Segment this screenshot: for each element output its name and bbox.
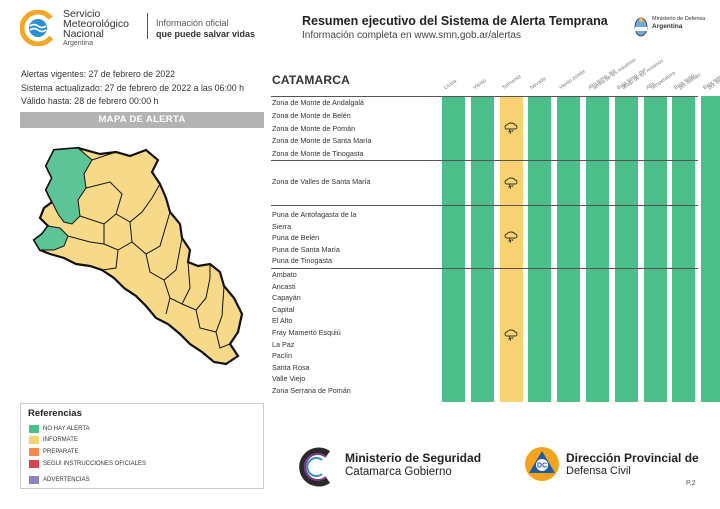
zone-label: El Alto (272, 316, 293, 326)
ministry-shield-icon (634, 17, 648, 37)
region-title: CATAMARCA (272, 73, 351, 87)
zone-label: La Paz (272, 339, 295, 349)
column-header-label: Lluvia (443, 78, 458, 92)
zone-label: Santa Rosa (272, 362, 310, 372)
column-header: Alta temperatura (645, 60, 676, 92)
alert-column (499, 96, 523, 402)
storm-icon (504, 122, 518, 134)
zone-label: Puna de Santa María (272, 244, 340, 254)
zone-label: Puna de Belén (272, 233, 320, 242)
catamarca-alert-map (32, 146, 244, 366)
zone-label: Zona de Monte de Santa María (272, 136, 372, 146)
zone-label: Ancasti (272, 281, 296, 291)
alert-column (672, 96, 696, 402)
group-divider (271, 205, 698, 206)
legend-swatch (29, 425, 39, 433)
alert-column (701, 96, 720, 402)
zone-label: Puna de Tinogasta (272, 256, 332, 265)
page-subtitle: Información completa en www.smn.gob.ar/a… (302, 30, 521, 41)
legend-swatch (29, 460, 39, 468)
column-header: Lluvia (443, 60, 467, 92)
zone-label: Zona de Monte de Belén (272, 110, 351, 120)
column-header-label-2: temperatura (649, 70, 677, 92)
alert-info: Alertas vigentes: 27 de febrero de 2022 … (21, 68, 244, 109)
zone-label: Ambato (272, 270, 297, 279)
alert-valid-until: Válido hasta: 28 de febrero 00:00 h (21, 96, 159, 106)
alert-column (586, 96, 609, 402)
zone-label: Zona de Monte de Andalgalá (272, 98, 364, 107)
storm-icon (504, 231, 518, 243)
zone-label: Puna de Antofagasta de la (272, 210, 357, 219)
alert-column (470, 96, 494, 402)
legend-swatch (29, 448, 39, 456)
zone-label: Valle Viejo (272, 374, 306, 384)
alert-vigentes: Alertas vigentes: 27 de febrero de 2022 (21, 69, 176, 79)
group-divider (271, 160, 698, 161)
column-header: Viento zonda (558, 60, 586, 92)
legend-item-instrucciones: SEGUI INSTRUCCIONES OFICIALES (29, 459, 146, 469)
zone-label: Zona de Monte de Pomán (272, 123, 356, 133)
zone-label: Zona de Valles de Santa María (272, 177, 371, 186)
column-header-label: Nevada (529, 76, 548, 92)
map-internal-borders (67, 151, 231, 349)
storm-icon (504, 329, 518, 341)
group-divider (271, 268, 698, 269)
zone-label: Zona Serrana de Pomán (272, 386, 351, 395)
catamarca-c-logo (299, 447, 331, 487)
column-header-label: Tormenta (500, 74, 522, 92)
legend: Referencias NO HAY ALERTA INFORMATE PREP… (20, 403, 264, 489)
legend-swatch (29, 476, 39, 484)
zone-label: Capayán (272, 293, 301, 303)
column-header: Baja temp. por debajo (674, 60, 703, 92)
map-title: MAPA DE ALERTA (20, 112, 264, 128)
zone-label: Capital (272, 304, 295, 314)
smn-logo (20, 10, 56, 46)
storm-icon (504, 177, 518, 189)
legend-item-no-alert: NO HAY ALERTA (29, 424, 90, 434)
group-divider (271, 96, 698, 97)
page-number: P.2 (686, 480, 696, 487)
column-header: Viento (472, 60, 496, 92)
header-divider (147, 13, 148, 39)
tagline: Información oficial que puede salvar vid… (156, 18, 256, 39)
legend-swatch (29, 436, 39, 444)
zone-label: Paclín (272, 351, 292, 361)
smn-name: Servicio Meteorológico Nacional Argentin… (63, 8, 129, 47)
svg-text:DC: DC (537, 463, 547, 470)
zone-label: Sierra (272, 221, 292, 231)
map-zone-green-south (33, 225, 69, 251)
column-header-label: Viento zonda (558, 69, 587, 92)
defensa-civil-title: Dirección Provincial de Defensa Civil (566, 451, 699, 477)
ministerio-seguridad: Ministerio de Seguridad Catamarca Gobier… (345, 451, 482, 479)
defensa-civil-logo: DC (525, 447, 559, 481)
map-zone-green-north (45, 147, 93, 225)
alert-column (528, 96, 552, 402)
alert-column (614, 96, 638, 402)
alert-column (442, 96, 465, 402)
column-header: Nevada (530, 60, 553, 92)
column-header: Tormenta (500, 60, 525, 92)
page-title: Resumen ejecutivo del Sistema de Alerta … (302, 14, 608, 28)
legend-item-advertencias: ADVERTENCIAS (29, 475, 90, 485)
column-header-label: Viento (472, 78, 488, 92)
column-header: Baja temp. por debajo (702, 60, 720, 92)
zone-label: Fray Mamerto Esquiú (272, 328, 341, 337)
alert-column (557, 96, 581, 402)
ministry-defense: Ministerio de Defensa Argentina (652, 16, 706, 30)
legend-item-informate: INFORMATE (29, 435, 78, 445)
alert-updated: Sistema actualizado: 27 de febrero de 20… (21, 82, 245, 93)
zone-label: Zona de Monte de Tinogasta (272, 149, 364, 159)
legend-title: Referencias (28, 408, 82, 419)
column-header-label-2: por debajo (678, 72, 703, 92)
column-header: Alta temp. por arriba de los máximos (587, 57, 637, 92)
legend-item-preparate: PREPARATE (29, 447, 78, 457)
column-header: Baja temp. por abajo de los mínimos (616, 58, 665, 92)
alert-column (643, 96, 667, 402)
